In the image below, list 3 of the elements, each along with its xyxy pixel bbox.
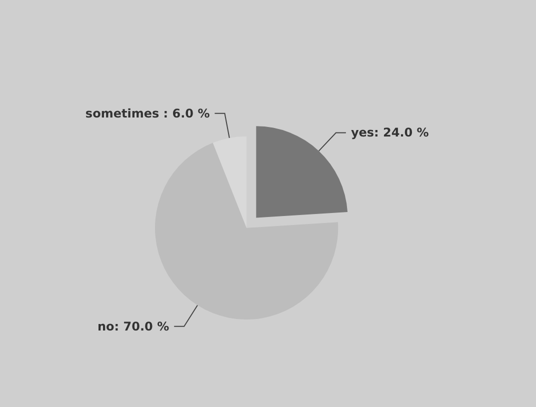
slice-label: yes: 24.0 % [350,126,429,140]
slice-label: no: 70.0 % [98,319,170,334]
slice-label: sometimes : 6.0 % [85,106,210,120]
